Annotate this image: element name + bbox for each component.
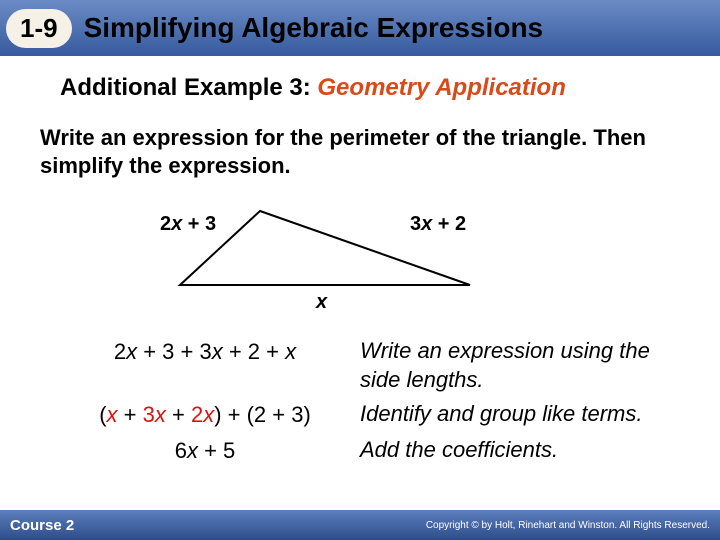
slide-title: Simplifying Algebraic Expressions [84,12,544,44]
subtitle-prefix: Additional Example 3: [60,74,317,101]
subtitle-row: Additional Example 3: Geometry Applicati… [0,56,720,102]
solution-block: 2x + 3 + 3x + 2 + x Write an expression … [0,325,720,466]
triangle-side-bottom-label: x [316,291,327,314]
triangle-side-left-label: 2x + 3 [160,213,216,236]
solution-expression-2: (x + 3x + 2x) + (2 + 3) [50,400,360,430]
solution-row: 6x + 5 Add the coefficients. [50,436,680,466]
solution-row: (x + 3x + 2x) + (2 + 3) Identify and gro… [50,400,680,430]
solution-expression-3: 6x + 5 [50,436,360,466]
solution-expression-1: 2x + 3 + 3x + 2 + x [50,337,360,367]
solution-note-1: Write an expression using the side lengt… [360,337,680,394]
solution-note-3: Add the coefficients. [360,436,680,465]
triangle-side-right-label: 3x + 2 [410,213,466,236]
problem-prompt: Write an expression for the perimeter of… [0,102,720,179]
slide-footer: Course 2 Copyright © by Holt, Rinehart a… [0,510,720,540]
course-label: Course 2 [10,517,74,534]
triangle-svg [0,195,720,325]
lesson-number-pill: 1-9 [6,9,72,48]
example-subtitle: Additional Example 3: Geometry Applicati… [60,74,680,102]
slide-header: 1-9 Simplifying Algebraic Expressions [0,0,720,56]
solution-row: 2x + 3 + 3x + 2 + x Write an expression … [50,337,680,394]
copyright-text: Copyright © by Holt, Rinehart and Winsto… [426,520,710,531]
solution-note-2: Identify and group like terms. [360,400,680,429]
subtitle-emphasis: Geometry Application [317,74,565,101]
triangle-diagram: 2x + 3 3x + 2 x [0,195,720,325]
